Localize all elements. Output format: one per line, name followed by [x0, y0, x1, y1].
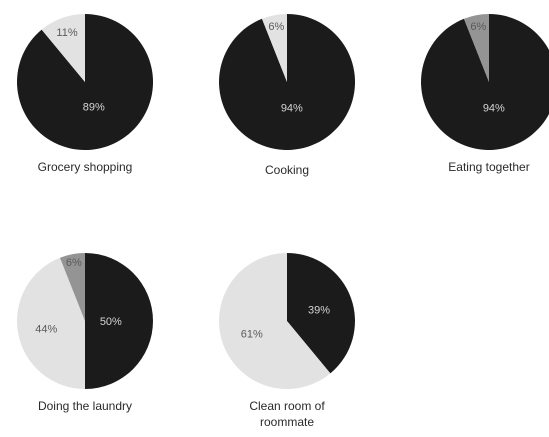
- pie-slice: [17, 13, 154, 151]
- pie-chart-2: 94% 6% Cooking: [219, 13, 356, 177]
- pie-chart-4: 50% 44% 6% Doing the laundry: [17, 253, 153, 413]
- pie-slice: [421, 14, 549, 150]
- pie-caption: Cooking: [265, 163, 309, 177]
- slice-label: 39%: [308, 304, 330, 316]
- pie-slice: [85, 253, 153, 389]
- pie-slice: [463, 14, 489, 82]
- pie-caption: roommate: [260, 415, 314, 429]
- slice-label: 50%: [100, 316, 122, 328]
- pie-slice: [17, 257, 85, 389]
- slice-label: 6%: [66, 257, 82, 269]
- pie-slice: [261, 14, 287, 82]
- pie-slice: [219, 13, 356, 150]
- slice-label: 61%: [241, 329, 263, 341]
- pie-slice: [218, 253, 331, 389]
- slice-label: 89%: [83, 101, 105, 113]
- slice-label: 6%: [268, 21, 284, 33]
- pie-slice: [287, 253, 355, 374]
- pie-caption: Doing the laundry: [38, 399, 132, 413]
- pie-chart-1: 89% 11% Grocery shopping: [17, 13, 154, 174]
- slice-label: 11%: [56, 27, 77, 39]
- pie-slice: [59, 253, 85, 321]
- pie-slice: [41, 14, 85, 82]
- pie-caption: Eating together: [448, 160, 529, 174]
- slice-label: 94%: [281, 102, 303, 114]
- slice-label: 6%: [470, 21, 486, 33]
- pie-caption: Grocery shopping: [38, 160, 133, 174]
- slice-label: 44%: [35, 323, 57, 335]
- slice-label: 94%: [483, 102, 505, 114]
- pie-caption: Clean room of: [249, 399, 325, 413]
- pie-chart-5: 39% 61% Clean room of roommate: [218, 253, 355, 429]
- pie-chart-3: 94% 6% Eating together: [421, 14, 549, 174]
